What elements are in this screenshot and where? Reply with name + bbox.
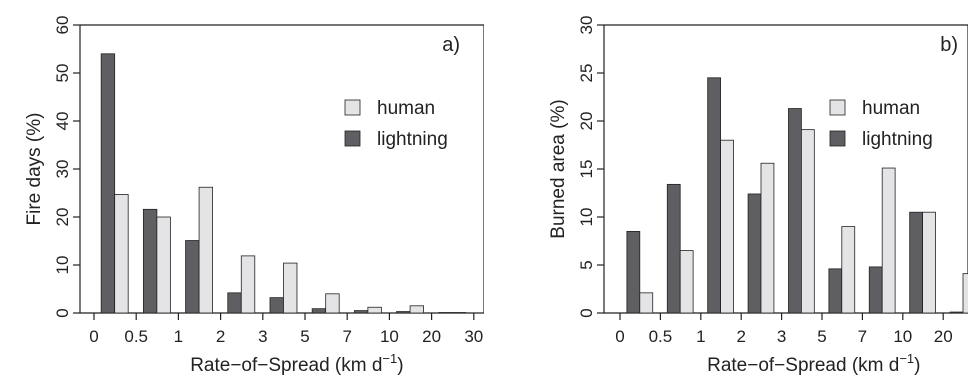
bar-human [639, 292, 654, 314]
y-axis-title: Burned area (%) [548, 99, 569, 238]
bar-human [760, 162, 775, 314]
bar-lightning [828, 268, 843, 314]
x-tick-label: 3 [777, 327, 786, 346]
x-tick-label: 7 [342, 327, 351, 346]
legend-label-lightning: lightning [377, 129, 448, 150]
panel-label: b) [940, 34, 958, 56]
y-tick-label: 10 [577, 208, 596, 227]
bar-human [679, 250, 694, 314]
y-tick-label: 40 [53, 112, 72, 131]
legend-swatch-lightning [829, 130, 846, 147]
bar-lightning [626, 230, 641, 314]
x-axis-title: Rate−of−Spread (km d−1) [190, 351, 403, 376]
bar-lightning [353, 310, 369, 314]
y-tick-label: 30 [577, 16, 596, 35]
bar-lightning [100, 53, 116, 314]
y-tick-label: 5 [577, 260, 596, 269]
x-tick-label: 0.5 [124, 327, 148, 346]
bar-lightning [185, 240, 200, 314]
bar-human [240, 255, 256, 314]
bar-human [720, 139, 734, 314]
y-tick-label: 20 [53, 208, 72, 227]
bar-human [198, 186, 213, 314]
bar-lightning [142, 208, 158, 314]
x-tick-label: 0 [615, 327, 624, 346]
legend-swatch-human [829, 99, 846, 116]
x-axis-title: Rate−of−Spread (km d−1) [707, 351, 920, 376]
bar-human [841, 226, 856, 314]
bar-human [114, 194, 129, 314]
x-tick-label: 20 [934, 327, 953, 346]
bar-lightning [788, 108, 802, 314]
bar-human [881, 167, 896, 314]
x-tick-label: 5 [817, 327, 826, 346]
legend-swatch-human [344, 99, 361, 116]
bar-lightning [227, 292, 242, 314]
x-tick-label: 30 [464, 327, 483, 346]
x-tick-label: 10 [893, 327, 912, 346]
x-tick-label: 0.5 [649, 327, 673, 346]
legend-label-human: human [862, 98, 920, 119]
bar-human [800, 129, 815, 314]
bar-lightning [949, 311, 964, 314]
bar-lightning [269, 297, 284, 314]
bar-human [922, 211, 936, 314]
y-tick-label: 20 [577, 112, 596, 131]
x-tick-label: 7 [858, 327, 867, 346]
legend-label-lightning: lightning [862, 129, 933, 150]
bar-lightning [666, 183, 681, 314]
bar-lightning [868, 266, 883, 314]
x-tick-label: 10 [380, 327, 399, 346]
x-tick-label: 0 [89, 327, 98, 346]
bar-lightning [707, 77, 721, 314]
bar-lightning [396, 311, 411, 314]
bar-lightning [747, 193, 762, 314]
y-axis-title: Fire days (%) [24, 113, 45, 226]
x-tick-label: 2 [736, 327, 745, 346]
y-tick-label: 30 [53, 160, 72, 179]
x-tick-label: 1 [696, 327, 705, 346]
y-tick-label: 0 [577, 308, 596, 317]
y-tick-label: 60 [53, 16, 72, 35]
x-tick-label: 20 [422, 327, 441, 346]
bar-human [325, 293, 340, 314]
y-tick-label: 10 [53, 256, 72, 275]
bar-human [962, 273, 968, 314]
y-tick-label: 0 [53, 308, 72, 317]
bar-human [283, 262, 298, 314]
bar-human [367, 306, 382, 314]
y-tick-label: 15 [577, 160, 596, 179]
legend-label-human: human [377, 98, 435, 119]
bar-lightning [311, 308, 327, 314]
chart-panel-b: 0 5 10 15 20 25 30 Burned area (%) 0 0.5 1 2 3 5 7 10 20… [548, 16, 968, 376]
plot-frame [79, 25, 484, 314]
y-tick-label: 25 [577, 64, 596, 83]
panel-label: a) [442, 34, 460, 56]
x-tick-label: 5 [300, 327, 309, 346]
legend-swatch-lightning [344, 130, 361, 147]
x-tick-label: 3 [258, 327, 267, 346]
chart-panel-a: 0 10 20 30 40 50 60 Fire days (%) 0 0.5 1 2 3 5 7 10 20 3… [24, 16, 484, 376]
y-tick-label: 50 [53, 64, 72, 83]
bar-human [156, 216, 171, 314]
x-tick-label: 1 [174, 327, 183, 346]
bar-lightning [909, 211, 923, 314]
x-tick-label: 2 [216, 327, 225, 346]
bar-human [409, 305, 424, 314]
